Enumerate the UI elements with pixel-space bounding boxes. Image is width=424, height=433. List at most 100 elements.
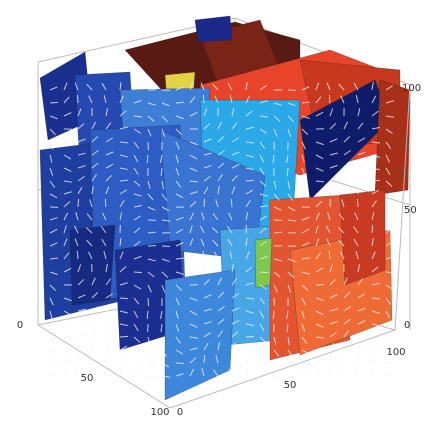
flow-arrow <box>105 355 106 363</box>
flow-arrow <box>302 181 307 187</box>
flow-arrow <box>134 362 142 363</box>
flow-arrow <box>330 355 331 363</box>
z-tick-label: 0 <box>404 320 410 331</box>
flow-arrow <box>260 350 268 353</box>
flow-arrow <box>120 368 122 376</box>
flow-arrow <box>64 348 72 350</box>
flow-arrow <box>372 180 380 181</box>
flow-arrow <box>148 350 153 356</box>
flow-arrow <box>344 174 348 181</box>
flow-arrow <box>231 199 232 207</box>
flow-arrow <box>92 319 98 324</box>
flow-arrow <box>358 343 361 350</box>
flow-arrow <box>148 298 149 306</box>
flow-arrow <box>120 336 128 337</box>
flow-arrow <box>134 272 142 273</box>
flow-arrow <box>372 346 379 350</box>
flow-arrow <box>229 369 232 376</box>
x-tick-label: 100 <box>150 407 169 418</box>
flow-arrow <box>92 331 97 337</box>
flow-arrow <box>355 369 358 376</box>
flow-arrow <box>344 186 345 194</box>
flow-arrow <box>148 363 155 366</box>
flow-arrow <box>78 355 79 363</box>
flow-arrow <box>64 142 71 145</box>
flow-arrow <box>50 363 58 364</box>
y-tick-label: 0 <box>177 407 183 418</box>
flow-arrow <box>190 253 195 259</box>
flow-arrow <box>344 342 346 350</box>
z-tick-label: 100 <box>402 83 421 94</box>
flow-arrow <box>386 194 394 196</box>
flow-arrow <box>92 342 94 350</box>
flow-arrow <box>329 95 330 103</box>
flow-arrow <box>246 356 251 363</box>
flow-arrow <box>246 336 254 337</box>
y-tick-label: 50 <box>284 380 297 391</box>
y-tick-label: 100 <box>386 347 405 358</box>
flow-arrow <box>274 298 275 306</box>
flow-arrow <box>78 322 86 324</box>
flow-arrow <box>106 320 113 324</box>
flow-arrow <box>246 346 253 350</box>
flow-arrow <box>386 372 393 376</box>
flow-arrow <box>372 225 373 233</box>
flow-arrow <box>176 363 184 364</box>
flow-arrow <box>316 369 320 376</box>
flow-arrow <box>316 358 322 363</box>
flow-arrow <box>330 187 334 194</box>
flow-arrow <box>50 324 53 332</box>
flow-arrow <box>134 85 141 90</box>
flow-arrow <box>134 372 141 376</box>
x-tick-label: 50 <box>81 373 94 384</box>
flow-arrow <box>50 337 55 344</box>
flow-arrow <box>203 95 204 103</box>
flow-arrow <box>64 337 72 338</box>
flow-arrow <box>78 343 82 350</box>
flow-arrow <box>328 368 330 376</box>
flow-arrow <box>358 176 364 181</box>
flow-arrow <box>162 337 163 345</box>
flow-arrow <box>274 363 281 366</box>
flow-arrow <box>106 343 109 350</box>
flow-arrow <box>246 368 248 376</box>
flow-arrow <box>302 373 310 376</box>
flow-arrow <box>386 362 394 363</box>
flow-arrow <box>274 376 282 377</box>
z-tick-label: 50 <box>404 205 417 216</box>
flow-arrow <box>386 337 392 343</box>
flow-arrow <box>50 350 57 354</box>
flow-arrow <box>339 370 344 376</box>
flow-arrow <box>120 356 125 363</box>
flow-arrow <box>386 206 394 207</box>
flow-arrow <box>302 194 309 198</box>
flow-arrow <box>288 376 296 377</box>
flow-arrow <box>342 355 344 363</box>
flow-arrow <box>372 368 374 376</box>
flow-arrow <box>106 332 112 337</box>
slices <box>40 16 410 400</box>
flow-arrow <box>372 357 377 363</box>
x-tick-label: 0 <box>17 320 23 331</box>
flow-arrow <box>357 199 358 207</box>
flow-arrow <box>260 362 268 363</box>
flow-arrow <box>120 298 128 299</box>
flow-arrow <box>77 251 78 259</box>
flow-arrow <box>64 369 68 376</box>
flow-arrow <box>204 264 207 272</box>
flow-arrow <box>134 350 142 352</box>
slice-plot: 0 50 100 0 50 100 0 50 100 <box>0 0 424 433</box>
flow-arrow <box>386 216 393 220</box>
flow-arrow <box>148 376 156 377</box>
flow-arrow <box>64 324 71 328</box>
flow-arrow <box>358 164 365 168</box>
flow-arrow <box>50 142 53 149</box>
flow-arrow <box>78 333 85 337</box>
flow-arrow <box>76 368 78 376</box>
flow-arrow <box>78 199 79 207</box>
flow-arrow <box>64 358 70 363</box>
flow-arrow <box>190 268 197 272</box>
flow-arrow <box>50 374 58 376</box>
flow-arrow <box>50 102 58 103</box>
flow-arrow <box>103 369 106 376</box>
